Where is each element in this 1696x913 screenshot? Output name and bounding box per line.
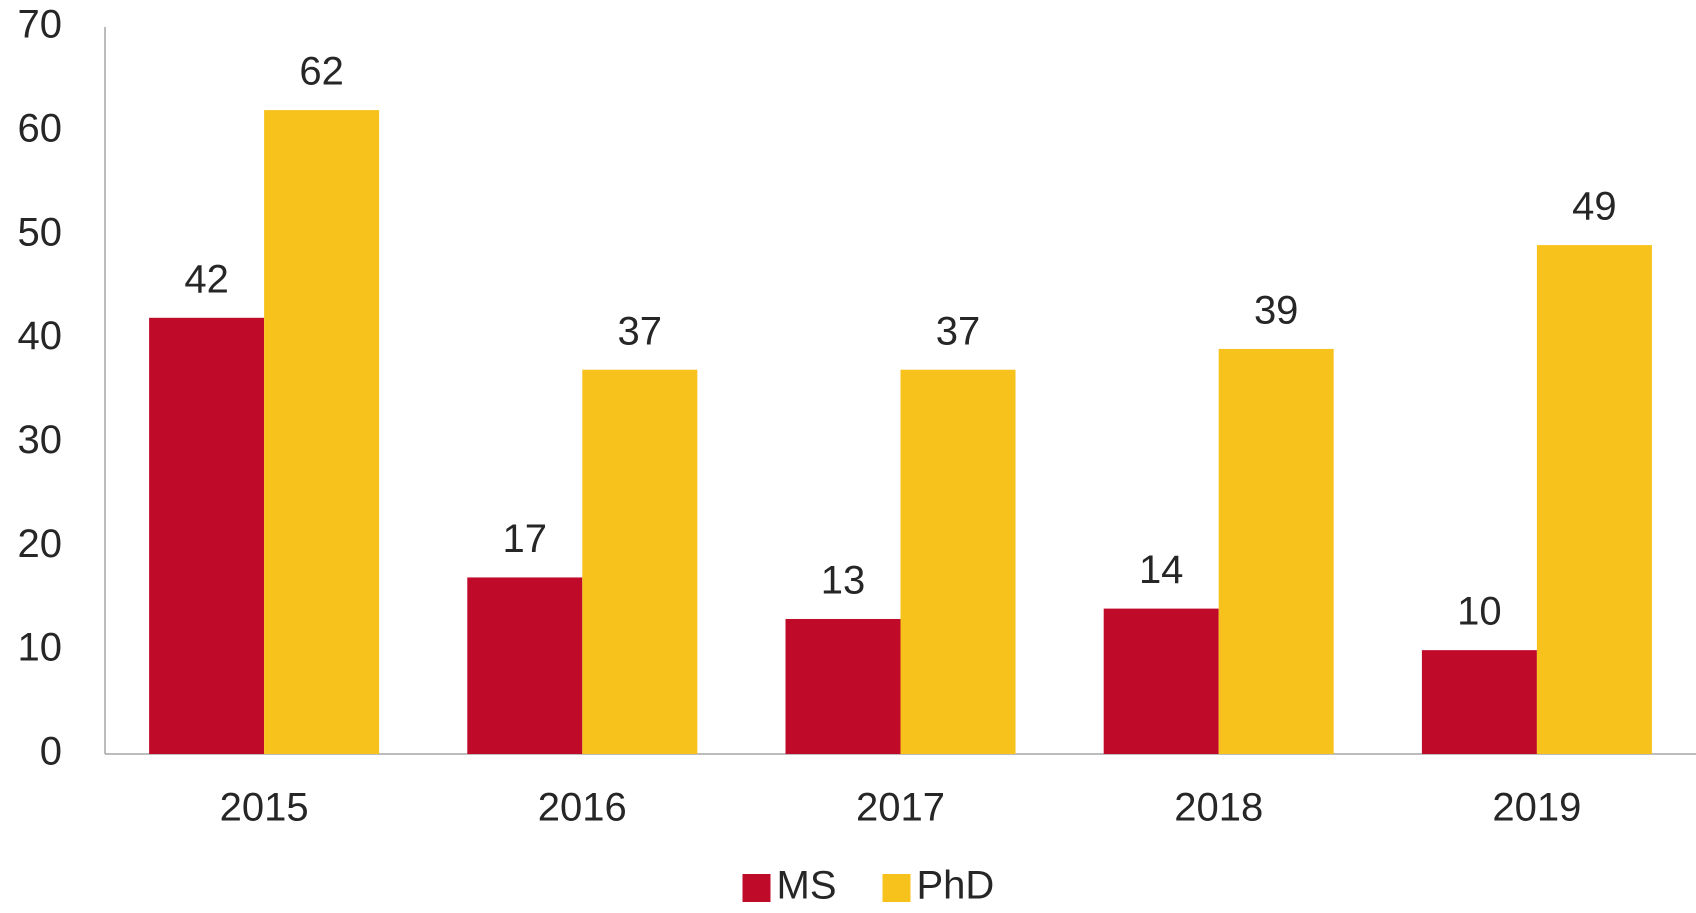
y-tick-label: 40 [18, 314, 63, 358]
x-tick-label: 2019 [1492, 786, 1581, 830]
legend-label: MS [777, 864, 837, 908]
bar [1421, 650, 1537, 754]
x-tick-label: 2015 [220, 786, 309, 830]
bar [785, 618, 901, 754]
data-label: 62 [299, 50, 344, 94]
data-label: 39 [1254, 289, 1299, 333]
data-label: 37 [936, 309, 981, 353]
data-label: 14 [1139, 548, 1184, 592]
bar [900, 369, 1016, 754]
data-label: 10 [1457, 590, 1502, 634]
y-tick-label: 50 [18, 210, 63, 254]
legend-swatch [742, 874, 771, 902]
bar [467, 577, 583, 754]
bar [264, 110, 380, 755]
data-label: 49 [1572, 185, 1617, 229]
data-label: 13 [821, 559, 866, 603]
y-tick-label: 30 [18, 418, 63, 462]
bar [1103, 608, 1219, 754]
y-tick-label: 70 [18, 3, 63, 47]
y-tick-label: 0 [40, 730, 62, 774]
legend-label: PhD [917, 864, 995, 908]
legend-swatch [882, 874, 911, 902]
x-tick-label: 2018 [1174, 786, 1263, 830]
bar [582, 369, 698, 754]
bar [149, 317, 265, 754]
x-tick-label: 2017 [856, 786, 945, 830]
data-label: 42 [184, 257, 229, 301]
data-label: 17 [503, 517, 548, 561]
bar [1218, 348, 1334, 754]
x-tick-label: 2016 [538, 786, 627, 830]
y-tick-label: 20 [18, 522, 63, 566]
data-label: 37 [618, 309, 663, 353]
y-tick-label: 60 [18, 106, 63, 150]
bar [1536, 245, 1652, 754]
y-tick-label: 10 [18, 626, 63, 670]
